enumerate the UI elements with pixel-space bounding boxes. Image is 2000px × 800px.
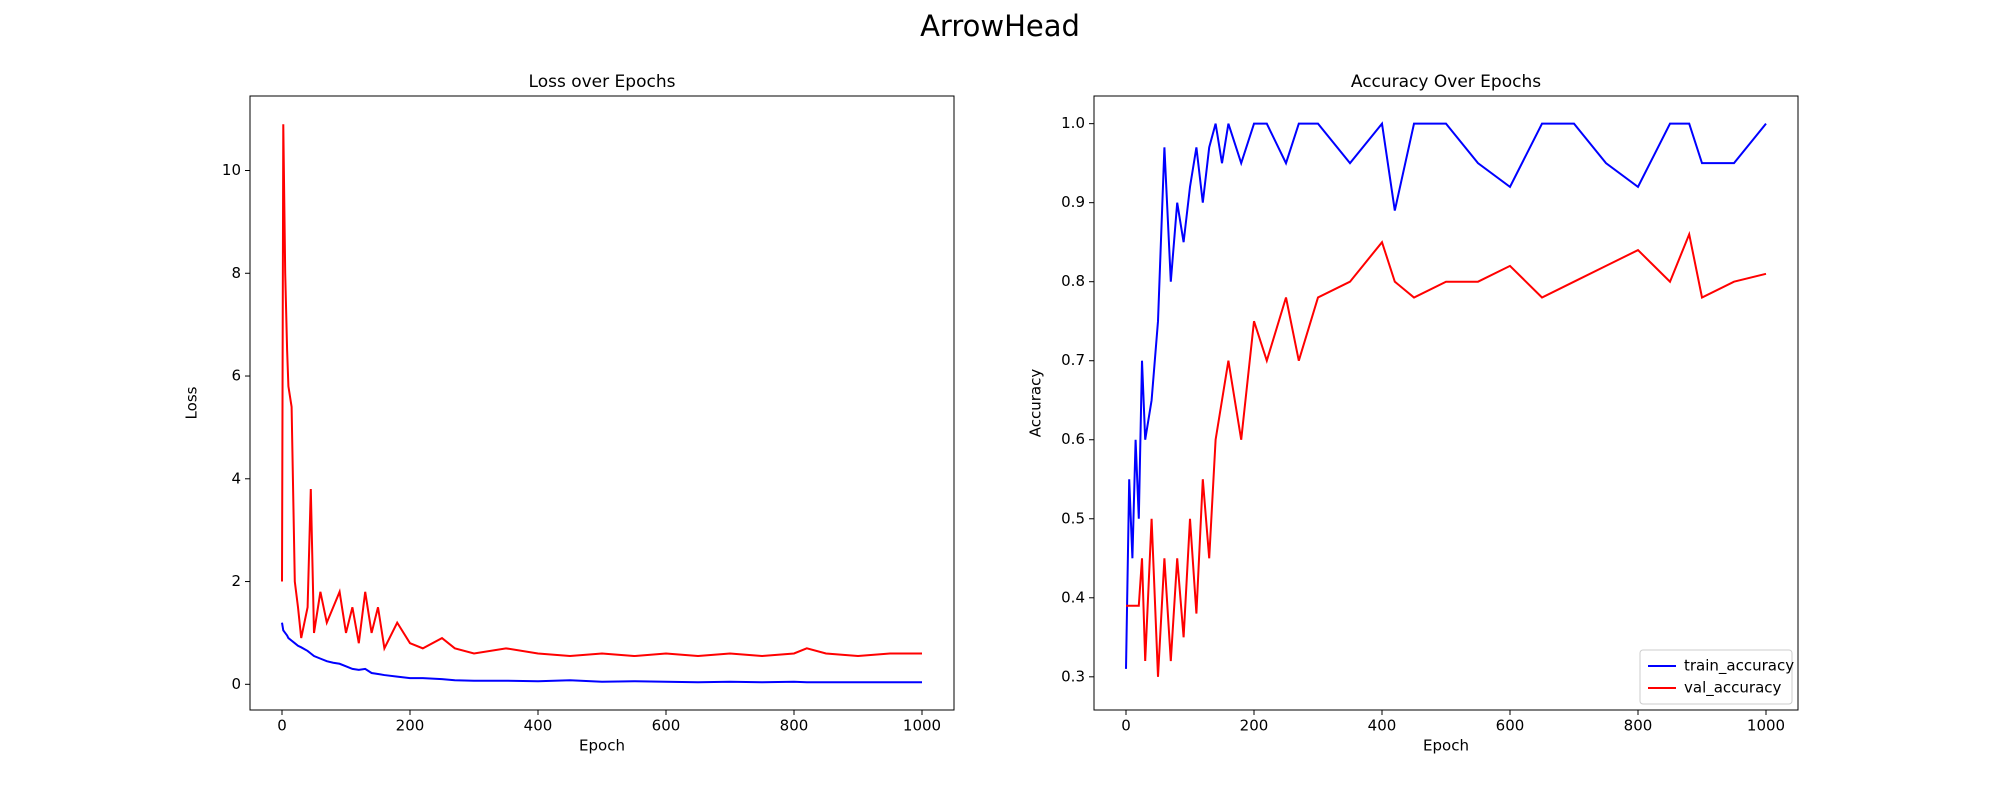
y-tick-label: 0.6 bbox=[1061, 430, 1085, 448]
legend-label: train_accuracy bbox=[1684, 657, 1794, 676]
y-tick-label: 0 bbox=[231, 675, 241, 693]
y-tick-label: 2 bbox=[231, 572, 241, 590]
x-tick-label: 0 bbox=[277, 717, 287, 735]
line-series bbox=[1125, 121, 1767, 669]
x-tick-label: 0 bbox=[1121, 717, 1131, 735]
y-tick-label: 0.4 bbox=[1061, 588, 1085, 606]
axes-frame bbox=[249, 95, 955, 711]
axes-title: Loss over Epochs bbox=[529, 72, 676, 92]
x-tick-label: 400 bbox=[1368, 717, 1397, 735]
legend: train_accuracy val_accuracy bbox=[1639, 649, 1794, 705]
line-series bbox=[281, 622, 922, 684]
y-axis-label: Loss bbox=[183, 386, 201, 419]
axes-title: Accuracy Over Epochs bbox=[1351, 72, 1541, 92]
y-tick-label: 0.7 bbox=[1061, 351, 1085, 369]
axes-frame bbox=[1093, 95, 1799, 711]
x-tick-label: 600 bbox=[652, 717, 681, 735]
y-tick-label: 0.5 bbox=[1061, 509, 1085, 527]
y-tick-label: 8 bbox=[231, 264, 241, 282]
x-tick-label: 200 bbox=[396, 717, 425, 735]
y-tick-label: 0.8 bbox=[1061, 272, 1085, 290]
x-axis-label: Epoch bbox=[1423, 737, 1469, 755]
figure-title: ArrowHead bbox=[920, 9, 1080, 43]
y-tick-label: 1.0 bbox=[1061, 114, 1085, 132]
line-series bbox=[1126, 230, 1767, 677]
x-tick-label: 800 bbox=[780, 717, 809, 735]
y-tick-label: 0.3 bbox=[1061, 667, 1085, 685]
y-tick-label: 4 bbox=[231, 469, 241, 487]
y-axis-label: Accuracy bbox=[1027, 369, 1045, 438]
x-tick-label: 600 bbox=[1496, 717, 1525, 735]
x-tick-label: 400 bbox=[524, 717, 553, 735]
x-tick-label: 800 bbox=[1624, 717, 1653, 735]
x-tick-label: 200 bbox=[1240, 717, 1269, 735]
y-tick-label: 6 bbox=[231, 367, 241, 385]
legend-box bbox=[1639, 649, 1793, 705]
x-tick-label: 1000 bbox=[903, 717, 941, 735]
line-series bbox=[281, 124, 922, 658]
y-tick-label: 0.9 bbox=[1061, 193, 1085, 211]
x-tick-label: 1000 bbox=[1747, 717, 1785, 735]
y-tick-label: 10 bbox=[222, 161, 241, 179]
legend-label: val_accuracy bbox=[1684, 679, 1782, 698]
x-axis-label: Epoch bbox=[579, 737, 625, 755]
